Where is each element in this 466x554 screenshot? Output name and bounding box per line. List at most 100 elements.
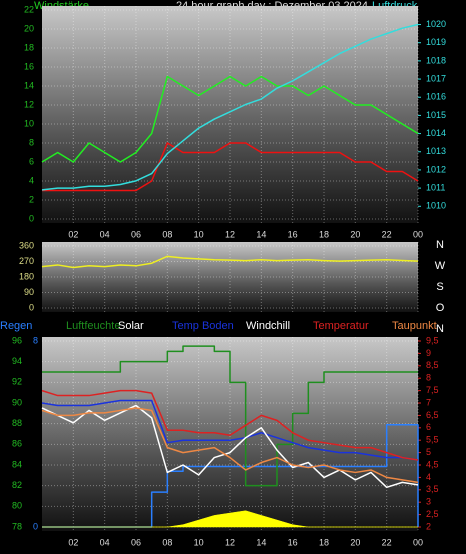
y-tick-label: 16: [24, 61, 34, 71]
y-tick-label: 20: [24, 23, 34, 33]
y-tick-label: 92: [12, 377, 22, 387]
y-tick-label: 4: [29, 175, 34, 185]
y-tick-label: 18: [24, 42, 34, 52]
x-tick-label: 12: [225, 229, 235, 239]
y-tick-label: 78: [12, 521, 22, 531]
y-tick-label: 0: [29, 302, 34, 312]
y2-tick-label: 1011: [426, 182, 445, 192]
x-tick-label: 18: [319, 537, 329, 547]
series-line: [41, 404, 419, 489]
y2-tick-label: 2,5: [426, 509, 439, 519]
y-tick-label: 94: [12, 356, 22, 366]
y2-tick-label: 9: [426, 348, 431, 358]
y2-tick-label: 9,5: [426, 335, 439, 345]
y-tick-label: 180: [19, 271, 34, 281]
y-tick-label: 270: [19, 256, 34, 266]
y-tick-label: 12: [24, 99, 34, 109]
y-tick-label: 82: [12, 480, 22, 490]
legend-label: Temp Boden: [172, 320, 234, 332]
series-line: [41, 75, 419, 163]
y2-tick-label: 1018: [426, 55, 446, 65]
x-tick-label: 06: [131, 537, 141, 547]
x-tick-label: 18: [319, 229, 329, 239]
x-tick-label: 16: [288, 537, 298, 547]
x-tick-label: 02: [68, 229, 78, 239]
y-tick-label: 80: [12, 501, 22, 511]
x-tick-label: 08: [162, 537, 172, 547]
y-tick-label: 90: [12, 397, 22, 407]
y2-tick-label: 3: [426, 497, 431, 507]
y2-tick-label: 1019: [426, 37, 446, 47]
y2-tick-label: 7: [426, 397, 431, 407]
x-tick-label: 20: [350, 229, 360, 239]
y2-tick-label: 2: [426, 521, 431, 531]
x-tick-label: 06: [131, 229, 141, 239]
y-tick-label: 90: [24, 287, 34, 297]
rain-tick-label: 8: [33, 335, 38, 345]
y2-tick-label: 6,5: [426, 410, 439, 420]
y2-tick-label: 1020: [426, 19, 446, 29]
legend-label: Temperatur: [313, 320, 369, 332]
x-tick-label: 04: [100, 229, 110, 239]
y2-tick-label: 1016: [426, 92, 446, 102]
y2-tick-label: 4,5: [426, 459, 439, 469]
x-tick-label: 14: [256, 537, 266, 547]
x-tick-label: 04: [100, 537, 110, 547]
legend-label: Luftfeuchte: [66, 320, 120, 332]
rain-tick-label: 0: [33, 521, 38, 531]
y-tick-label: 88: [12, 418, 22, 428]
y-tick-label: 10: [24, 118, 34, 128]
direction-label: S: [436, 281, 443, 293]
series-line: [41, 389, 419, 461]
y2-tick-label: 1014: [426, 128, 446, 138]
series-line: [41, 399, 419, 461]
x-tick-label: 12: [225, 537, 235, 547]
y2-tick-label: 8: [426, 373, 431, 383]
direction-label: N: [436, 239, 444, 251]
x-tick-label: 16: [288, 229, 298, 239]
y-tick-label: 96: [12, 335, 22, 345]
x-tick-label: 20: [350, 537, 360, 547]
y2-tick-label: 3,5: [426, 484, 439, 494]
y2-tick-label: 5,5: [426, 435, 439, 445]
x-tick-label: 14: [256, 229, 266, 239]
y2-tick-label: 7,5: [426, 385, 439, 395]
x-tick-label: 08: [162, 229, 172, 239]
y2-tick-label: 4: [426, 472, 431, 482]
y2-tick-label: 8,5: [426, 360, 439, 370]
y2-tick-label: 6: [426, 422, 431, 432]
y2-tick-label: 5: [426, 447, 431, 457]
y2-tick-label: 1012: [426, 164, 446, 174]
y-axis-label: Windstärke: [34, 0, 89, 12]
y-tick-label: 86: [12, 439, 22, 449]
legend-label: Solar: [118, 320, 144, 332]
series-line: [42, 345, 418, 487]
y2-tick-label: 1015: [426, 110, 446, 120]
y-tick-label: 14: [24, 80, 34, 90]
y2-tick-label: 1010: [426, 201, 446, 211]
y-tick-label: 0: [29, 213, 34, 223]
direction-label: O: [436, 302, 445, 314]
series-line: [42, 142, 419, 192]
legend-label: Windchill: [246, 320, 290, 332]
y-tick-label: 6: [29, 156, 34, 166]
x-tick-label: 22: [382, 537, 392, 547]
series-line: [41, 510, 419, 528]
x-tick-label: 00: [413, 229, 423, 239]
y-tick-label: 8: [29, 137, 34, 147]
chart-title: 24 hour graph day : Dezember 03 2024: [176, 0, 368, 12]
y-tick-label: 84: [12, 459, 22, 469]
x-tick-label: 22: [382, 229, 392, 239]
series-line: [41, 23, 419, 191]
y2-axis-label: Luftdruck: [372, 0, 418, 12]
x-tick-label: 00: [413, 537, 423, 547]
series-line: [41, 255, 419, 269]
plot-area: [42, 242, 418, 312]
legend-label: Taupunkt: [392, 320, 437, 332]
direction-label: W: [435, 260, 446, 272]
direction-label: N: [436, 323, 444, 335]
y-tick-label: 22: [24, 4, 34, 14]
legend-label: Regen: [0, 320, 32, 332]
y2-tick-label: 1013: [426, 146, 446, 156]
y-tick-label: 2: [29, 194, 34, 204]
